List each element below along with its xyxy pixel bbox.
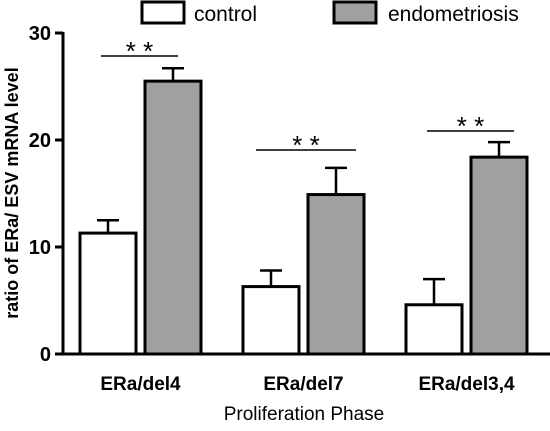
- x-axis-label: Proliferation Phase: [224, 404, 385, 425]
- legend-swatch-control: [140, 0, 186, 25]
- bar-endometriosis: [469, 155, 529, 356]
- bar-endometriosis: [143, 79, 203, 356]
- y-tick-label: 20: [29, 130, 51, 152]
- y-tick-label: 0: [40, 344, 51, 366]
- x-tick-label: ERa/del3,4: [418, 374, 515, 395]
- bars: * * * * * *: [78, 36, 529, 356]
- bar-control: [241, 285, 301, 356]
- legend: control endometriosis: [140, 0, 519, 26]
- x-tick-label: ERa/del7: [263, 374, 343, 395]
- bar-control: [78, 231, 138, 356]
- significance-marker: * *: [292, 130, 319, 160]
- y-axis-label: ratio of ERa/ ESV mRNA level: [2, 67, 22, 318]
- bar-control: [404, 303, 464, 356]
- legend-label: endometriosis: [388, 3, 519, 26]
- significance-marker: * *: [126, 36, 153, 66]
- x-tick-label: ERa/del4: [100, 374, 181, 395]
- significance-marker: * *: [457, 111, 484, 141]
- y-tick-label: 10: [29, 237, 51, 259]
- bar-endometriosis: [306, 193, 366, 356]
- legend-label: control: [194, 3, 257, 26]
- y-tick-label: 30: [29, 23, 51, 45]
- axes: 0 10 20 30 ERa/del4 ERa/del7 ERa/del3,4: [29, 23, 550, 395]
- legend-swatch-endometriosis: [332, 0, 378, 25]
